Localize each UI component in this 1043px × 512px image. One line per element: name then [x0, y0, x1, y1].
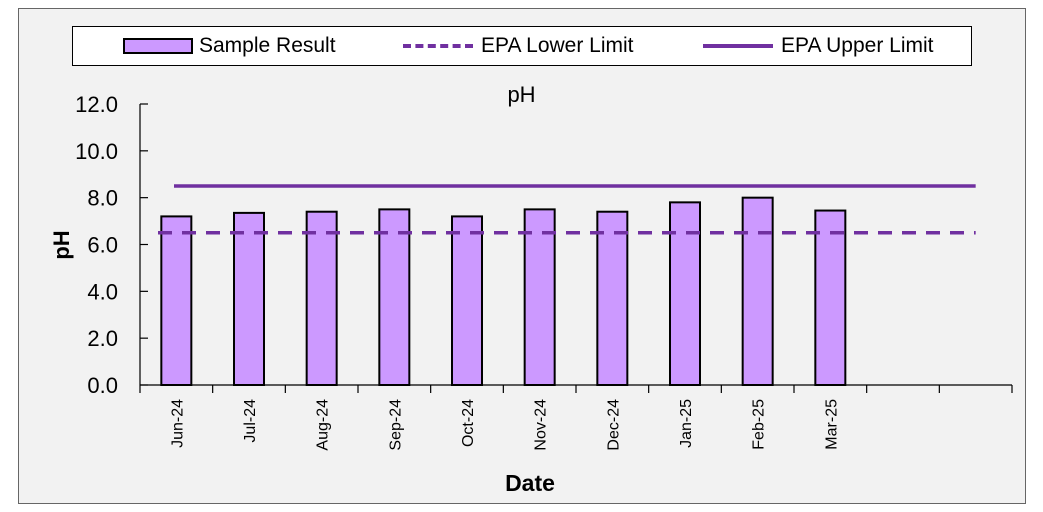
x-tick-label-nov-24: Nov-24 — [533, 399, 550, 451]
x-tick-label-jun-24: Jun-24 — [169, 399, 186, 448]
legend-label-epa-upper-limit: EPA Upper Limit — [781, 34, 934, 57]
legend-swatch-epa-upper-limit — [703, 44, 773, 48]
bar-oct-24 — [451, 215, 483, 386]
bar-nov-24 — [523, 208, 556, 386]
bar-dec-24 — [596, 210, 629, 386]
bar-feb-25 — [741, 196, 774, 386]
legend-label-sample-result: Sample Result — [199, 34, 336, 57]
bar-jun-24 — [160, 215, 193, 386]
x-tick-label-dec-24: Dec-24 — [605, 399, 622, 451]
y-tick-label: 0.0 — [87, 373, 118, 398]
legend-label-epa-lower-limit: EPA Lower Limit — [481, 34, 634, 57]
legend-item-sample-result: Sample Result — [123, 27, 336, 65]
x-tick-label-jul-24: Jul-24 — [242, 399, 259, 443]
bar-jan-25 — [669, 201, 701, 386]
x-tick-label-oct-24: Oct-24 — [460, 399, 477, 447]
x-axis-label: Date — [505, 470, 555, 496]
x-tick-label-sep-24: Sep-24 — [387, 399, 404, 451]
legend-item-epa-upper-limit: EPA Upper Limit — [703, 27, 934, 65]
legend-swatch-sample-result — [123, 38, 193, 54]
y-tick-label: 8.0 — [87, 186, 118, 211]
y-axis-label: pH — [49, 230, 74, 260]
x-tick-label-jan-25: Jan-25 — [678, 399, 695, 448]
bar-jul-24 — [233, 211, 265, 386]
legend: Sample Result EPA Lower Limit EPA Upper … — [72, 26, 972, 66]
x-tick-label-mar-25: Mar-25 — [823, 399, 840, 450]
y-tick-label: 10.0 — [75, 139, 118, 164]
x-tick-label-feb-25: Feb-25 — [751, 399, 768, 450]
bar-mar-25 — [814, 209, 847, 386]
bar-sep-24 — [378, 208, 411, 386]
y-tick-label: 2.0 — [87, 326, 118, 351]
chart-title: pH — [507, 82, 536, 107]
y-tick-label: 6.0 — [87, 233, 118, 258]
x-tick-label-aug-24: Aug-24 — [315, 399, 332, 451]
legend-swatch-epa-lower-limit — [403, 44, 473, 48]
y-tick-label: 12.0 — [75, 92, 118, 117]
legend-item-epa-lower-limit: EPA Lower Limit — [403, 27, 634, 65]
y-tick-label: 4.0 — [87, 279, 118, 304]
bar-aug-24 — [305, 210, 338, 386]
